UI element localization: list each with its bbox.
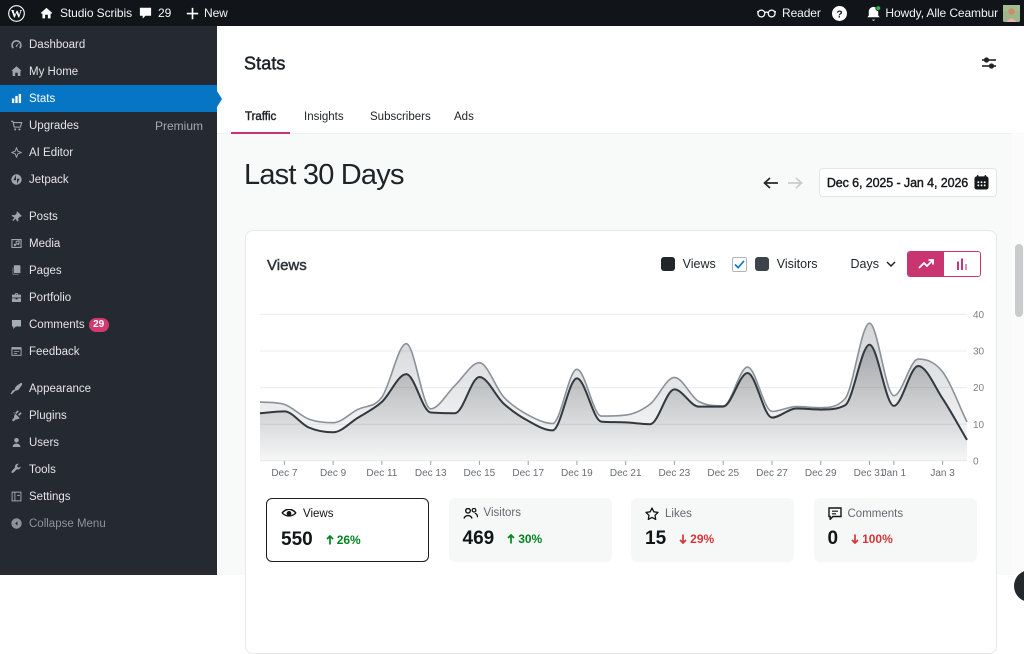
svg-text:Dec 13: Dec 13 bbox=[415, 468, 447, 479]
svg-text:Dec 7: Dec 7 bbox=[271, 468, 298, 479]
svg-text:Jan 1: Jan 1 bbox=[882, 468, 907, 479]
svg-text:10: 10 bbox=[973, 420, 985, 431]
svg-text:40: 40 bbox=[973, 310, 985, 321]
svg-text:Dec 9: Dec 9 bbox=[320, 468, 347, 479]
svg-text:Dec 15: Dec 15 bbox=[464, 468, 496, 479]
svg-text:Dec 31: Dec 31 bbox=[854, 468, 886, 479]
svg-text:?: ? bbox=[836, 9, 842, 20]
svg-text:Dec 11: Dec 11 bbox=[366, 468, 397, 479]
svg-text:W: W bbox=[11, 8, 23, 20]
svg-text:20: 20 bbox=[973, 383, 985, 394]
svg-text:Dec 27: Dec 27 bbox=[756, 468, 788, 479]
svg-text:Dec 25: Dec 25 bbox=[707, 468, 739, 479]
svg-text:Jan 3: Jan 3 bbox=[930, 468, 955, 479]
svg-text:30: 30 bbox=[973, 347, 985, 358]
svg-text:Dec 17: Dec 17 bbox=[512, 468, 544, 479]
svg-text:Dec 19: Dec 19 bbox=[561, 468, 593, 479]
svg-text:Dec 29: Dec 29 bbox=[805, 468, 837, 479]
svg-text:Dec 21: Dec 21 bbox=[610, 468, 642, 479]
svg-text:0: 0 bbox=[973, 456, 979, 467]
svg-text:Dec 23: Dec 23 bbox=[659, 468, 691, 479]
